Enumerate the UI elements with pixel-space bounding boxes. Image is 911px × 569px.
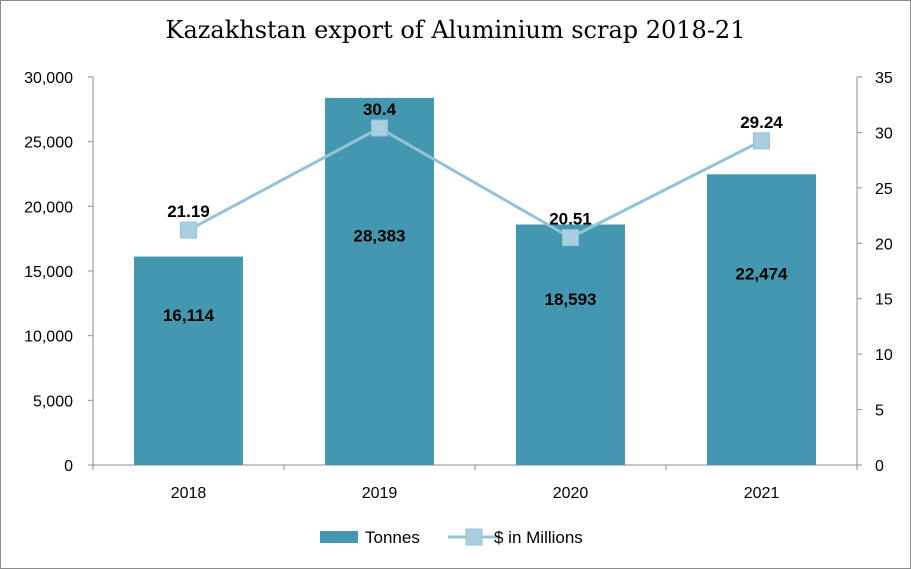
left-tick-label: 30,000 <box>24 70 73 87</box>
right-tick-label: 5 <box>875 403 884 420</box>
left-tick-label: 25,000 <box>24 135 73 152</box>
legend-line-label: $ in Millions <box>494 528 583 547</box>
bar-2020 <box>516 224 625 465</box>
line-data-label: 29.24 <box>740 113 783 132</box>
legend-bar-swatch <box>320 531 358 543</box>
legend-line-marker <box>465 528 483 546</box>
legend-bar-label: Tonnes <box>365 528 420 547</box>
line-marker-2021 <box>753 132 770 150</box>
line-data-label: 30.4 <box>363 100 397 119</box>
bar-data-label: 16,114 <box>163 306 215 325</box>
right-tick-label: 35 <box>875 70 893 87</box>
x-tick-label: 2019 <box>362 485 398 502</box>
left-tick-label: 5,000 <box>33 393 73 410</box>
line-series-money <box>187 126 763 240</box>
x-tick-label: 2020 <box>553 485 589 502</box>
left-tick-label: 15,000 <box>24 264 73 281</box>
left-tick-label: 0 <box>64 458 73 475</box>
right-tick-label: 10 <box>875 347 893 364</box>
x-tick-label: 2021 <box>744 485 780 502</box>
bar-2018 <box>134 256 243 465</box>
left-tick-label: 20,000 <box>24 199 73 216</box>
line-marker-2018 <box>180 221 197 239</box>
left-tick-label: 10,000 <box>24 329 73 346</box>
x-tick-label: 2018 <box>171 485 207 502</box>
bar-2019 <box>325 97 434 465</box>
bar-data-label: 22,474 <box>736 265 789 284</box>
line-data-label: 21.19 <box>167 202 210 221</box>
line-marker-2019 <box>371 119 388 137</box>
right-tick-label: 20 <box>875 236 893 253</box>
bar-data-label: 18,593 <box>545 290 597 309</box>
right-tick-label: 30 <box>875 125 893 142</box>
bar-data-label: 28,383 <box>354 226 406 245</box>
line-data-label: 20.51 <box>549 210 592 229</box>
right-tick-label: 0 <box>875 458 884 475</box>
right-tick-label: 15 <box>875 292 893 309</box>
right-tick-label: 25 <box>875 181 893 198</box>
line-marker-2020 <box>562 229 579 247</box>
chart-title: Kazakhstan export of Aluminium scrap 201… <box>165 16 746 44</box>
bar-2021 <box>707 174 816 465</box>
